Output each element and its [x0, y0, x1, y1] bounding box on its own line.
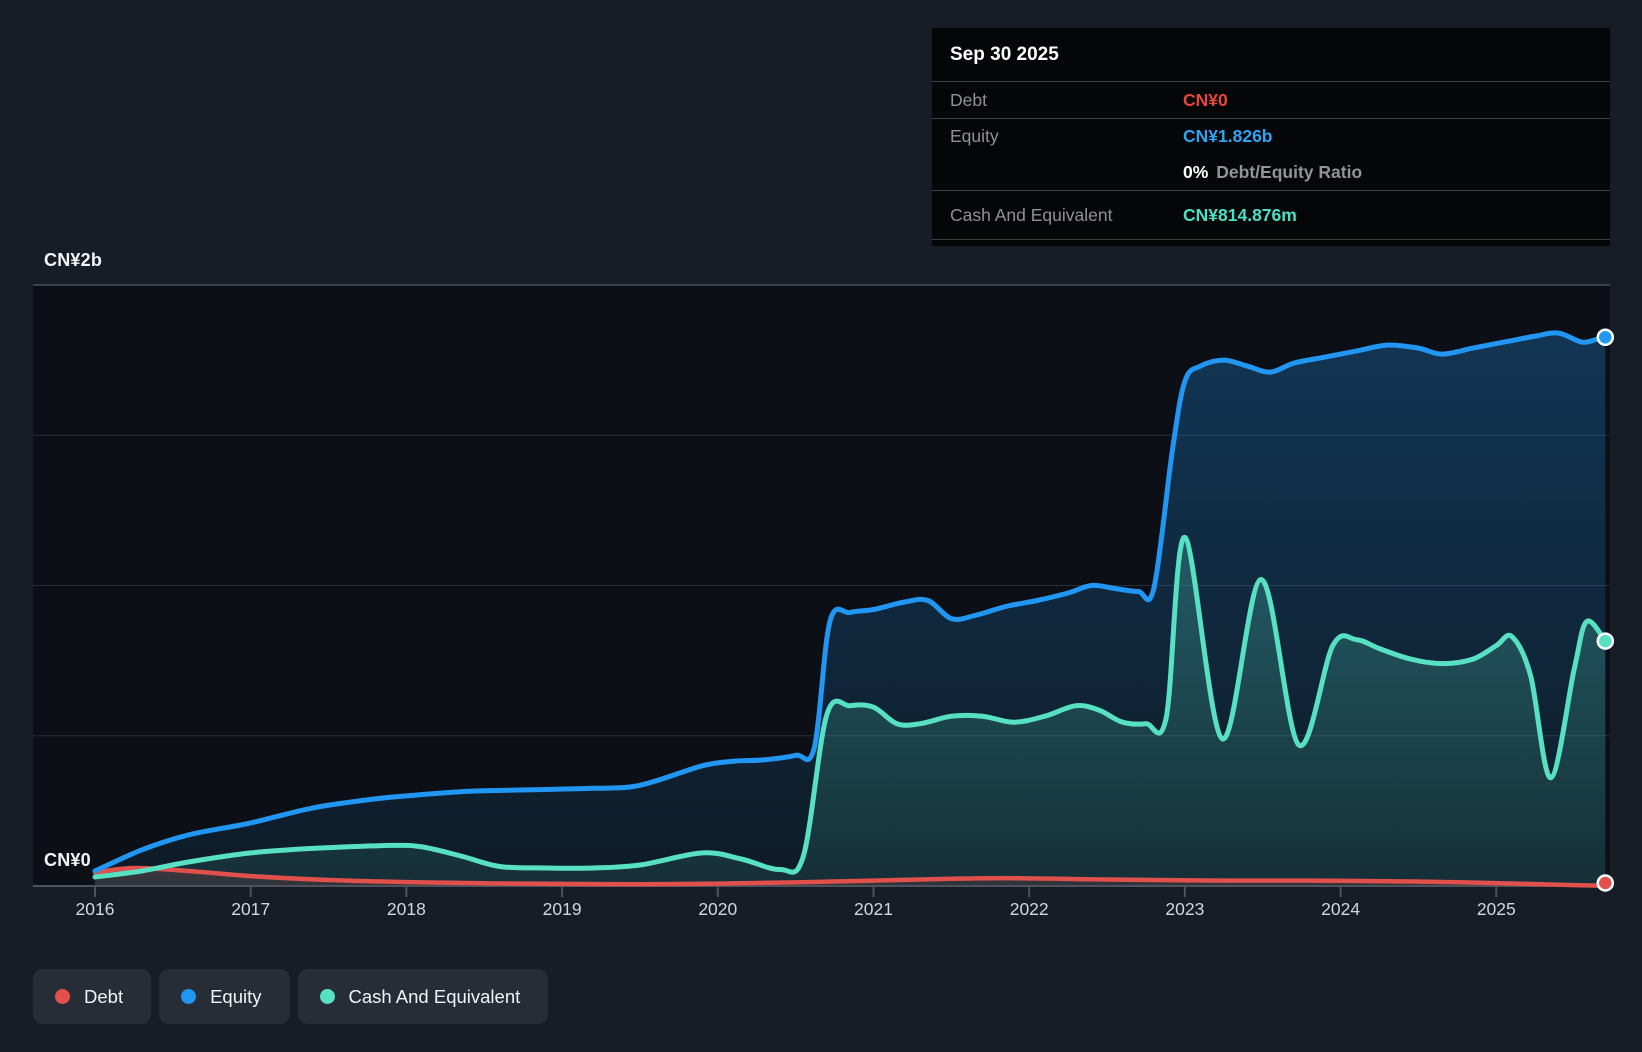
debt-line: [92, 865, 1608, 888]
tooltip-equity-label: Equity: [950, 126, 999, 146]
x-axis-label-2016: 2016: [75, 899, 115, 919]
legend-label: Debt: [84, 985, 124, 1007]
equity-end-dot: [1596, 328, 1615, 347]
legend-label: Cash And Equivalent: [348, 985, 521, 1007]
x-axis-label-2020: 2020: [698, 899, 738, 919]
x-axis-label-2021: 2021: [854, 899, 893, 919]
tooltip-ratio-label: Debt/Equity Ratio: [1216, 161, 1363, 182]
x-axis-label-2017: 2017: [231, 899, 271, 919]
tooltip-equity-value: CN¥1.826b: [1183, 126, 1273, 146]
tooltip-debt-value: CN¥0: [1183, 89, 1228, 110]
y-axis-label-top: CN¥2b: [44, 250, 103, 270]
cash-and-equivalent-line: [92, 534, 1608, 880]
chart-legend: Debt Equity Cash And Equivalent: [33, 969, 549, 1024]
tooltip-cash-label: Cash And Equivalent: [950, 204, 1113, 225]
x-axis-label-2019: 2019: [542, 899, 582, 919]
debt-end-dot: [1596, 874, 1615, 892]
legend-dot-icon: [55, 989, 70, 1004]
tooltip-row-debt: Debt CN¥0: [932, 82, 1610, 119]
tooltip-ratio-value: 0%: [1183, 161, 1209, 182]
legend-item-equity[interactable]: Equity: [159, 969, 290, 1024]
tooltip-row-ratio: 0% Debt/Equity Ratio: [932, 154, 1610, 191]
x-axis-label-2023: 2023: [1165, 899, 1205, 919]
x-axis-label-2024: 2024: [1321, 899, 1361, 919]
tooltip-date: Sep 30 2025: [932, 28, 1610, 82]
equity-line: [92, 330, 1608, 874]
tooltip-row-equity: Equity CN¥1.826b: [932, 119, 1610, 154]
cash-and-equivalent-area: [95, 537, 1606, 886]
legend-dot-icon: [181, 989, 197, 1004]
tooltip-cash-value: CN¥814.876m: [1183, 204, 1297, 225]
cash-and-equivalent-end-dot: [1596, 632, 1615, 650]
x-axis-labels: 2016 2017 2018 2019 2020 2021 2022 2023 2024 2025: [0, 899, 1642, 925]
y-axis-label-zero: CN¥0: [44, 850, 91, 870]
x-axis-label-2018: 2018: [386, 899, 426, 919]
legend-dot-icon: [319, 989, 335, 1004]
legend-label: Equity: [210, 985, 262, 1007]
legend-item-debt[interactable]: Debt: [33, 969, 152, 1024]
tooltip-debt-label: Debt: [950, 89, 987, 110]
chart-tooltip: Sep 30 2025 Debt CN¥0 Equity CN¥1.826b 0…: [932, 28, 1610, 246]
tooltip-row-cash: Cash And Equivalent CN¥814.876m: [932, 191, 1610, 240]
legend-item-cash-and-equivalent[interactable]: Cash And Equivalent: [297, 969, 549, 1024]
x-axis-label-2022: 2022: [1009, 899, 1049, 919]
x-axis-label-2025: 2025: [1476, 899, 1516, 919]
